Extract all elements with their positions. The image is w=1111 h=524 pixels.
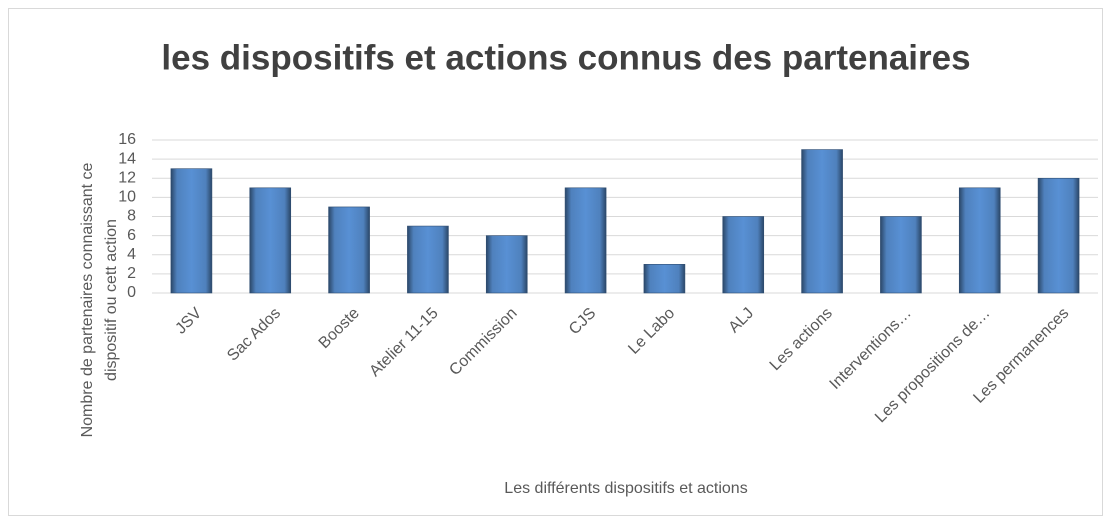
y-tick-label: 10 — [118, 189, 136, 206]
bar — [801, 149, 843, 294]
chart-title: les dispositifs et actions connus des pa… — [161, 38, 970, 77]
bar — [564, 187, 607, 294]
bar — [407, 225, 449, 294]
y-tick-label: 12 — [118, 169, 136, 186]
y-axis-title: Nombre de partenaires connaissant ce dis… — [79, 162, 120, 437]
y-tick-label: 4 — [127, 246, 136, 263]
y-tick-label: 0 — [127, 284, 136, 301]
y-tick-label: 14 — [118, 150, 136, 167]
bar — [328, 206, 370, 294]
y-axis-title-line: dispositif ou cett action — [103, 219, 120, 381]
bar — [880, 216, 922, 294]
bar — [643, 264, 686, 294]
bar — [485, 235, 528, 294]
bar — [249, 187, 292, 294]
y-axis-title-line: Nombre de partenaires connaissant ce — [79, 162, 96, 437]
y-tick-label: 16 — [118, 131, 136, 148]
y-tick-label: 6 — [127, 227, 136, 244]
bar — [958, 187, 1001, 294]
x-axis-title: Les différents dispositifs et actions — [504, 480, 747, 497]
bar — [170, 168, 213, 294]
y-tick-label: 8 — [127, 208, 136, 225]
y-tick-label: 2 — [127, 265, 136, 282]
bar — [722, 216, 765, 294]
bar — [1037, 177, 1080, 294]
